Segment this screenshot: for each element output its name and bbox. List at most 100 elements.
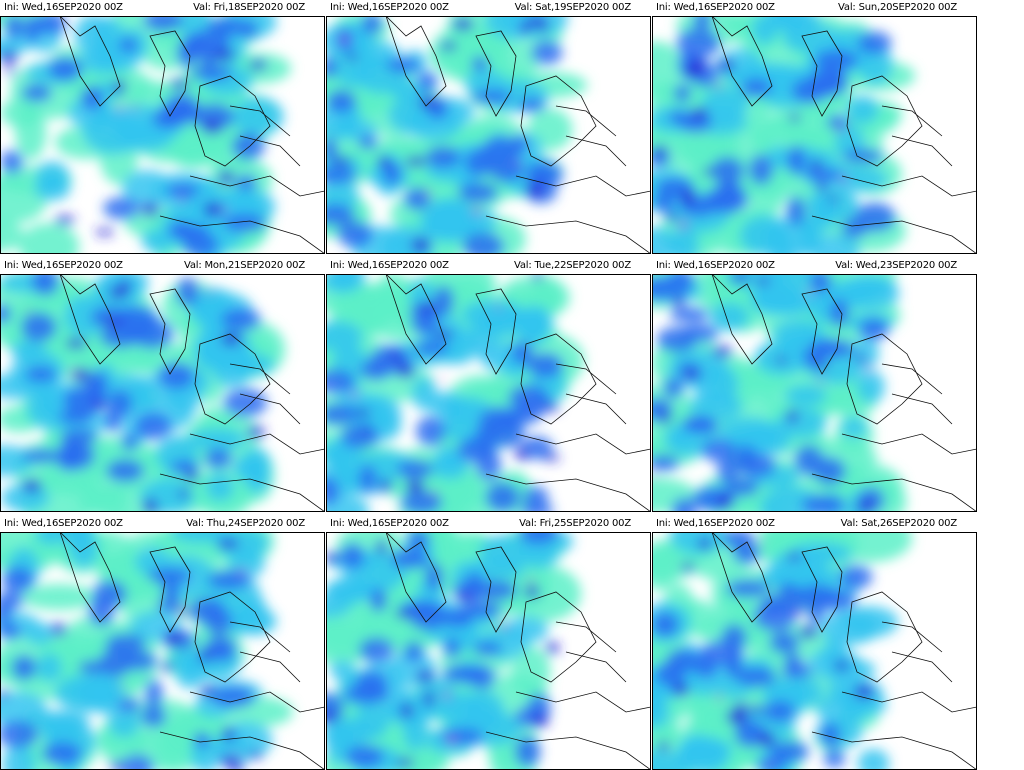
precip-blob	[170, 532, 234, 543]
precip-blob	[233, 456, 260, 480]
precip-blob	[403, 641, 424, 662]
precip-blob	[671, 296, 685, 307]
precip-blob	[458, 182, 499, 203]
precip-blob	[386, 352, 404, 361]
precip-map	[652, 532, 977, 770]
precip-blob	[652, 698, 670, 729]
coastline	[59, 274, 121, 365]
precip-blob	[326, 403, 357, 426]
init-time: Ini: Wed,16SEP2020 00Z	[330, 518, 449, 529]
precip-blob	[120, 684, 126, 688]
precip-blob	[855, 500, 875, 512]
coastline	[149, 30, 191, 117]
precip-blob	[21, 448, 62, 464]
precip-map	[652, 16, 977, 254]
precip-blob	[473, 641, 503, 657]
precip-blob	[773, 319, 825, 345]
precip-blob	[766, 16, 807, 32]
precip-blob	[748, 154, 774, 185]
precip-blob	[78, 47, 127, 74]
precip-blob	[120, 754, 154, 770]
precip-blob	[652, 227, 682, 254]
precip-blob	[520, 545, 558, 569]
coastline	[841, 691, 977, 713]
precip-blob	[775, 356, 788, 365]
precip-blob	[386, 57, 421, 73]
precip-blob	[157, 596, 183, 614]
precip-blob	[198, 649, 211, 663]
precip-blob	[105, 633, 146, 655]
precip-blob	[20, 312, 57, 342]
precip-blob	[514, 736, 541, 768]
precip-blob	[212, 348, 252, 388]
precip-blob	[414, 339, 449, 356]
precip-blob	[99, 647, 133, 677]
precip-blob	[518, 532, 559, 545]
precip-blob	[129, 318, 175, 349]
precip-blob	[441, 608, 471, 628]
precip-blob	[690, 107, 709, 120]
precip-blob	[425, 145, 461, 169]
precip-blob	[857, 31, 892, 55]
precip-blob	[191, 284, 196, 289]
precip-blob	[717, 456, 740, 486]
precip-blob	[663, 377, 684, 399]
precip-blob	[207, 289, 213, 294]
precip-blob	[26, 309, 31, 313]
precip-blob	[0, 150, 24, 174]
coastline	[801, 288, 843, 375]
precip-blob	[730, 274, 750, 283]
precip-blob	[35, 532, 65, 545]
precip-blob	[682, 371, 702, 381]
precip-blob	[144, 678, 164, 708]
coastline	[846, 75, 923, 167]
precip-blob	[816, 182, 828, 192]
map-frame	[0, 16, 325, 254]
precip-blob	[834, 660, 850, 671]
precip-blob	[108, 286, 129, 299]
precip-blob	[456, 593, 473, 603]
precip-blob	[247, 751, 264, 760]
precip-blob	[329, 660, 356, 681]
coastline	[555, 363, 627, 425]
precip-blob	[751, 286, 798, 315]
precip-blob	[121, 433, 139, 451]
precip-blob	[400, 490, 443, 512]
precip-blob	[92, 580, 127, 608]
precip-map	[326, 16, 651, 254]
precip-blob	[233, 753, 239, 759]
precip-blob	[408, 603, 449, 631]
precip-blob	[220, 308, 262, 331]
precip-blob	[740, 215, 790, 254]
precip-blob	[787, 587, 807, 615]
precip-blob	[693, 16, 712, 31]
precip-blob	[829, 298, 849, 328]
precip-blob	[700, 640, 744, 665]
precip-blob	[24, 16, 42, 43]
coastline	[515, 433, 651, 455]
precip-blob	[326, 89, 357, 113]
precip-blob	[418, 96, 439, 109]
coastline	[485, 473, 651, 512]
precip-blob	[0, 691, 47, 727]
precip-blob	[671, 497, 697, 512]
coastline	[385, 532, 447, 623]
precip-blob	[400, 703, 414, 718]
precip-blob	[758, 731, 775, 748]
precip-blob	[664, 211, 677, 222]
precip-blob	[15, 105, 47, 160]
precip-blob	[402, 707, 428, 751]
precip-blob	[48, 56, 83, 82]
precip-blob	[689, 391, 743, 422]
precip-blob	[74, 16, 112, 56]
precip-blob	[865, 366, 872, 371]
precip-blob	[214, 48, 235, 62]
precip-blob	[733, 541, 761, 565]
precip-blob	[736, 667, 777, 687]
precip-blob	[747, 705, 765, 714]
coastline	[555, 621, 627, 683]
precip-blob	[543, 402, 560, 412]
precip-blob	[763, 700, 796, 723]
precip-blob	[193, 732, 211, 748]
precip-blob	[839, 564, 873, 590]
